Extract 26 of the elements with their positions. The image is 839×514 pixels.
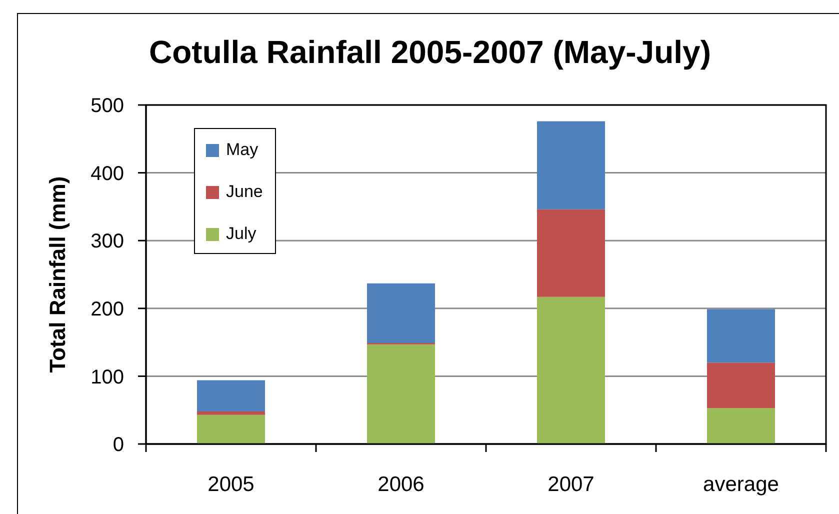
bar bbox=[367, 283, 435, 343]
x-tick-label: 2006 bbox=[378, 473, 424, 496]
bar bbox=[197, 411, 265, 415]
legend-label: June bbox=[226, 182, 263, 202]
x-tick-label: 2007 bbox=[548, 473, 594, 496]
bar bbox=[197, 414, 265, 444]
chart-title: Cotulla Rainfall 2005-2007 (May-July) bbox=[148, 33, 712, 71]
y-axis-title: Total Rainfall (mm) bbox=[44, 176, 70, 373]
bar bbox=[707, 362, 775, 408]
y-tick-label: 0 bbox=[112, 434, 124, 456]
y-tick-label: 200 bbox=[90, 298, 124, 320]
bar bbox=[197, 380, 265, 412]
bar bbox=[537, 296, 605, 444]
y-tick-label: 400 bbox=[90, 162, 124, 185]
bar bbox=[707, 408, 775, 444]
legend-label: July bbox=[226, 224, 256, 244]
legend-label: May bbox=[226, 140, 258, 160]
bar bbox=[537, 121, 605, 210]
y-tick-label: 100 bbox=[90, 366, 124, 388]
bar bbox=[537, 209, 605, 297]
y-tick-label: 300 bbox=[90, 230, 124, 253]
bar bbox=[707, 309, 775, 363]
x-tick-label: average bbox=[703, 473, 779, 496]
y-tick-label: 500 bbox=[90, 95, 124, 118]
x-tick-label: 2005 bbox=[208, 473, 254, 496]
bar bbox=[367, 344, 435, 444]
